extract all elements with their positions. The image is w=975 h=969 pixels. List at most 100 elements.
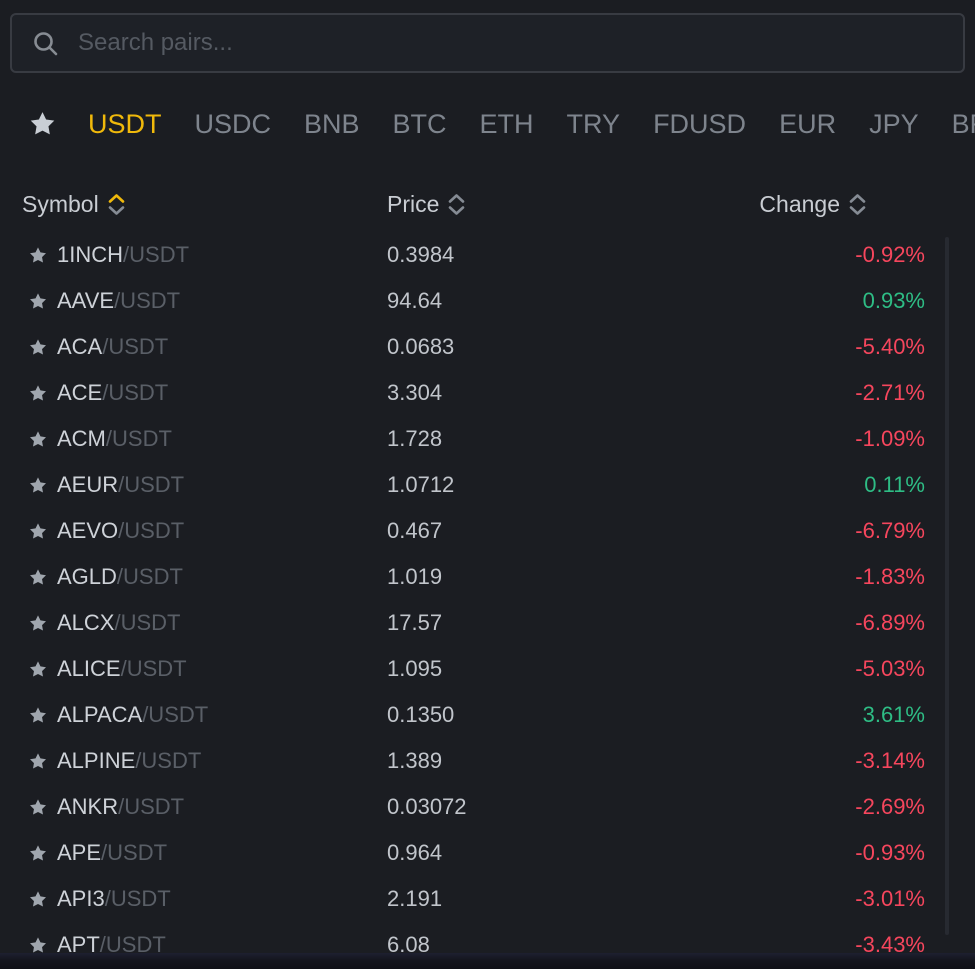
column-header-price[interactable]: Price: [387, 191, 759, 218]
pair-row[interactable]: API3/USDT 2.191 -3.01%: [0, 876, 975, 922]
pair-change: -5.03%: [855, 656, 925, 681]
favorite-star-icon[interactable]: [28, 430, 57, 449]
pair-row[interactable]: AEVO/USDT 0.467 -6.79%: [0, 508, 975, 554]
pair-change: -2.69%: [855, 794, 925, 819]
pair-change: -6.79%: [855, 518, 925, 543]
column-header-change[interactable]: Change: [759, 191, 975, 218]
pair-list: 1INCH/USDT 0.3984 -0.92% AAVE/USDT 94.64…: [0, 232, 975, 953]
search-bar[interactable]: [10, 13, 965, 73]
column-header-symbol[interactable]: Symbol: [22, 191, 387, 218]
pair-row[interactable]: ACE/USDT 3.304 -2.71%: [0, 370, 975, 416]
tab-brl[interactable]: BRL: [951, 108, 975, 139]
pair-row[interactable]: APE/USDT 0.964 -0.93%: [0, 830, 975, 876]
pair-symbol: AEUR/USDT: [57, 472, 185, 497]
symbol-header-label: Symbol: [22, 190, 99, 217]
favorite-star-icon[interactable]: [28, 614, 57, 633]
favorite-star-icon[interactable]: [28, 890, 57, 909]
pair-row[interactable]: AEUR/USDT 1.0712 0.11%: [0, 462, 975, 508]
pair-symbol: AGLD/USDT: [57, 564, 183, 589]
pair-row[interactable]: APT/USDT 6.08 -3.43%: [0, 922, 975, 953]
pair-change: -6.89%: [855, 610, 925, 635]
pair-change: -1.09%: [855, 426, 925, 451]
pair-change: -3.43%: [855, 932, 925, 953]
vertical-scrollbar-thumb[interactable]: [945, 237, 949, 935]
favorite-star-icon[interactable]: [28, 246, 57, 265]
pair-symbol: AAVE/USDT: [57, 288, 181, 313]
pair-symbol: ALPACA/USDT: [57, 702, 209, 727]
pair-row[interactable]: AAVE/USDT 94.64 0.93%: [0, 278, 975, 324]
pair-price: 0.964: [387, 840, 443, 865]
tab-usdt[interactable]: USDT: [88, 108, 162, 139]
pair-price: 0.1350: [387, 702, 455, 727]
pair-price: 0.0683: [387, 334, 455, 359]
favorite-star-icon[interactable]: [28, 844, 57, 863]
pair-row[interactable]: ACA/USDT 0.0683 -5.40%: [0, 324, 975, 370]
sort-icon-change: [849, 193, 866, 215]
quote-tabs: USDT USDC BNB BTC ETH TRY FDUSD EUR JPY BRL: [28, 98, 975, 150]
tab-eth[interactable]: ETH: [479, 108, 534, 139]
pair-price: 6.08: [387, 932, 430, 953]
search-input[interactable]: [76, 28, 943, 58]
pair-price: 1.095: [387, 656, 443, 681]
pair-row[interactable]: 1INCH/USDT 0.3984 -0.92%: [0, 232, 975, 278]
pair-symbol: ACA/USDT: [57, 334, 169, 359]
tab-jpy[interactable]: JPY: [869, 108, 919, 139]
pair-symbol: ALICE/USDT: [57, 656, 187, 681]
favorite-star-icon[interactable]: [28, 522, 57, 541]
pair-row[interactable]: ACM/USDT 1.728 -1.09%: [0, 416, 975, 462]
table-header: Symbol Price Change: [22, 183, 975, 225]
tab-usdc[interactable]: USDC: [194, 108, 272, 139]
pair-symbol: 1INCH/USDT: [57, 242, 190, 267]
favorites-star-icon[interactable]: [28, 110, 57, 138]
favorite-star-icon[interactable]: [28, 798, 57, 817]
favorite-star-icon[interactable]: [28, 292, 57, 311]
pair-price: 1.728: [387, 426, 443, 451]
tab-fdusd[interactable]: FDUSD: [653, 108, 747, 139]
sort-icon-price: [448, 193, 465, 215]
search-icon: [32, 30, 59, 57]
pair-price: 1.0712: [387, 472, 455, 497]
price-header-label: Price: [387, 190, 440, 217]
pair-change: -3.14%: [855, 748, 925, 773]
pair-price: 0.03072: [387, 794, 467, 819]
pair-price: 3.304: [387, 380, 443, 405]
favorite-star-icon[interactable]: [28, 660, 57, 679]
pair-change: -3.01%: [855, 886, 925, 911]
pair-price: 2.191: [387, 886, 443, 911]
tab-bnb[interactable]: BNB: [304, 108, 360, 139]
pair-row[interactable]: ALPACA/USDT 0.1350 3.61%: [0, 692, 975, 738]
pair-symbol: ALCX/USDT: [57, 610, 181, 635]
pair-change: -2.71%: [855, 380, 925, 405]
pair-symbol: ANKR/USDT: [57, 794, 185, 819]
pair-symbol: AEVO/USDT: [57, 518, 185, 543]
tab-btc[interactable]: BTC: [392, 108, 447, 139]
pair-change: -1.83%: [855, 564, 925, 589]
pair-symbol: ACE/USDT: [57, 380, 169, 405]
pair-symbol: APE/USDT: [57, 840, 168, 865]
favorite-star-icon[interactable]: [28, 476, 57, 495]
favorite-star-icon[interactable]: [28, 384, 57, 403]
favorite-star-icon[interactable]: [28, 936, 57, 954]
pair-change: 0.93%: [862, 288, 925, 313]
favorite-star-icon[interactable]: [28, 568, 57, 587]
tab-eur[interactable]: EUR: [779, 108, 837, 139]
pair-price: 1.019: [387, 564, 443, 589]
change-header-label: Change: [759, 190, 840, 217]
pair-price: 0.467: [387, 518, 443, 543]
pair-price: 0.3984: [387, 242, 455, 267]
pair-change: -0.93%: [855, 840, 925, 865]
favorite-star-icon[interactable]: [28, 338, 57, 357]
pair-row[interactable]: ANKR/USDT 0.03072 -2.69%: [0, 784, 975, 830]
pair-symbol: APT/USDT: [57, 932, 166, 953]
pair-price: 94.64: [387, 288, 443, 313]
tab-try[interactable]: TRY: [566, 108, 621, 139]
pair-change: 3.61%: [862, 702, 925, 727]
pair-change: 0.11%: [864, 472, 925, 497]
pair-row[interactable]: ALPINE/USDT 1.389 -3.14%: [0, 738, 975, 784]
favorite-star-icon[interactable]: [28, 706, 57, 725]
favorite-star-icon[interactable]: [28, 752, 57, 771]
pair-row[interactable]: ALCX/USDT 17.57 -6.89%: [0, 600, 975, 646]
pair-row[interactable]: AGLD/USDT 1.019 -1.83%: [0, 554, 975, 600]
pair-change: -5.40%: [855, 334, 925, 359]
pair-row[interactable]: ALICE/USDT 1.095 -5.03%: [0, 646, 975, 692]
